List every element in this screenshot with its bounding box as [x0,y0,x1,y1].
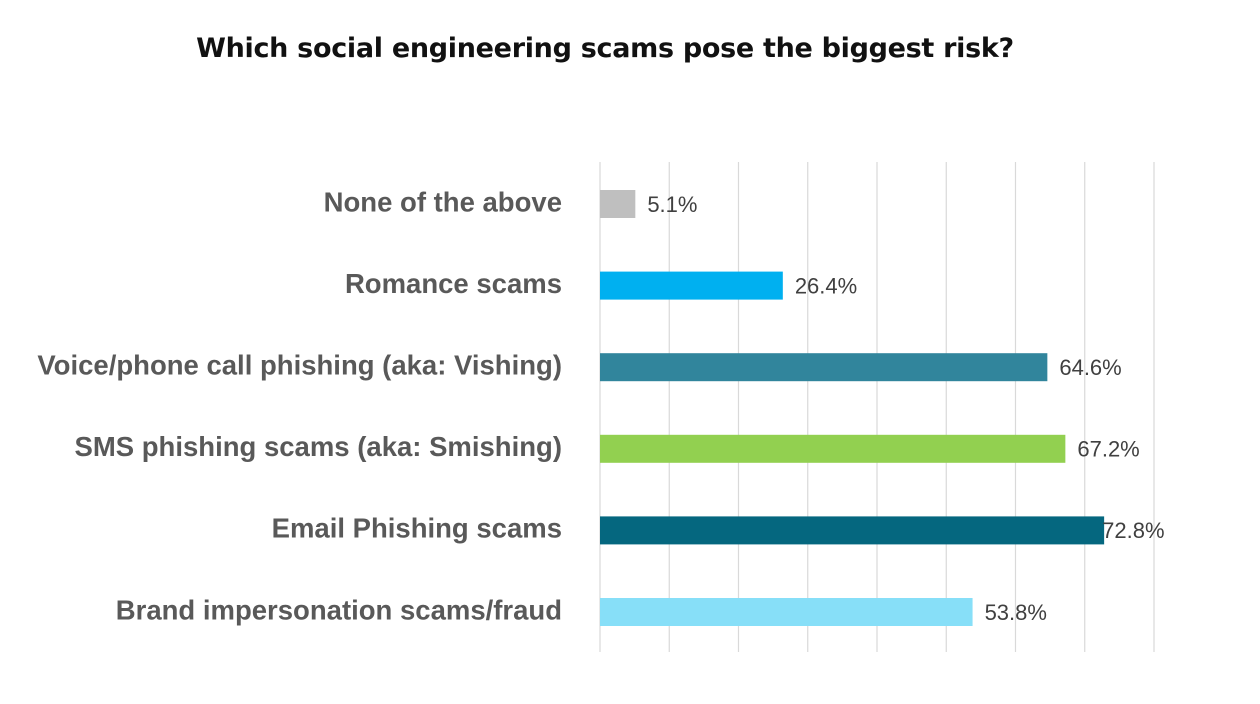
value-labels: 5.1% 26.4% 64.6% 67.2% 72.8% 53.8% [647,192,1164,625]
value-label-1: 26.4% [795,273,857,298]
chart-title: Which social engineering scams pose the … [196,33,1014,64]
bar-4 [600,516,1105,545]
value-label-4: 72.8% [1102,518,1164,543]
value-label-0: 5.1% [647,192,697,217]
bar-5 [600,598,973,626]
bar-3 [600,434,1066,463]
value-label-2: 64.6% [1059,355,1121,380]
category-label-0: None of the above [324,186,562,217]
category-label-3: SMS phishing scams (aka: Smishing) [75,431,562,462]
category-label-4: Email Phishing scams [272,513,562,544]
category-labels: None of the above Romance scams Voice/phon… [37,186,562,625]
bar-1 [600,271,783,300]
bar-0 [600,190,636,218]
value-label-3: 67.2% [1077,437,1139,462]
category-label-5: Brand impersonation scams/fraud [116,594,562,625]
value-label-5: 53.8% [985,600,1047,625]
category-label-1: Romance scams [345,268,562,299]
gridlines [599,162,1155,652]
category-label-2: Voice/phone call phishing (aka: Vishing) [37,349,562,380]
bars [600,190,1105,626]
bar-2 [600,353,1048,382]
